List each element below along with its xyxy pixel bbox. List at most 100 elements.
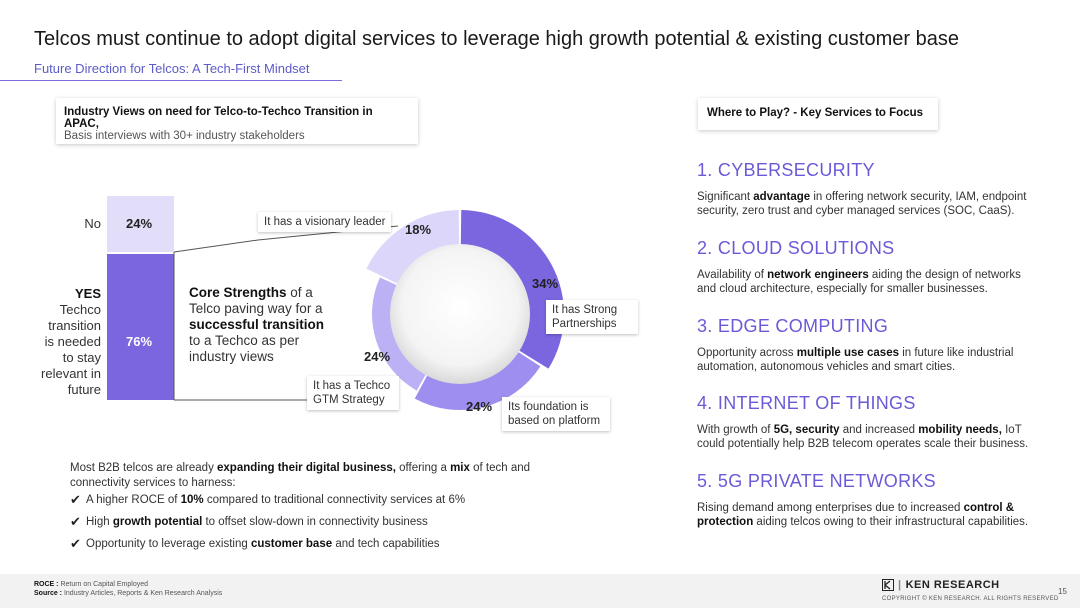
service-5-pre: Rising demand among enterprises due to i…: [697, 502, 964, 514]
source-text: Industry Articles, Reports & Ken Researc…: [62, 590, 223, 597]
footnote-roce: ROCE : Return on Capital Employed: [34, 580, 148, 589]
service-title: 1. CYBERSECURITY: [697, 160, 875, 180]
summary-item-text: A higher ROCE of 10% compared to traditi…: [86, 494, 465, 506]
service-4-bold: 5G, security: [773, 424, 840, 436]
summary-intro-bold: expanding their digital business,: [217, 462, 396, 474]
slice-label-platform: 24%: [466, 399, 493, 414]
page-number: 15: [1058, 587, 1067, 596]
page-title: Telcos must continue to adopt digital se…: [34, 28, 959, 50]
logo-text: KEN RESEARCH: [905, 579, 1000, 591]
summary-item: ✔ High growth potential to offset slow-d…: [70, 514, 428, 530]
successful-transition-bold: successful transition: [189, 317, 325, 332]
service-2-post: aiding the design of networks and cloud …: [697, 269, 1021, 295]
service-3-bold: multiple use cases: [796, 347, 899, 359]
slice-visionary-leader: [366, 210, 460, 287]
bar-segment-no: 24%: [107, 196, 174, 252]
service-4-bold-2: mobility needs,: [918, 424, 1002, 436]
summary-item-2-bold: growth potential: [112, 516, 203, 528]
core-strengths-text-1: of a Telco paving way for a: [189, 285, 323, 316]
summary-item-3-bold: customer base: [250, 538, 333, 550]
core-strengths-bold: Core Strengths: [189, 285, 287, 300]
source-label: Source :: [34, 590, 63, 597]
summary-item-2-post: to offset slow-down in connectivity busi…: [202, 516, 428, 528]
summary-item-3-post: and tech capabilities: [332, 538, 440, 550]
ken-logo-icon: [882, 579, 894, 591]
service-2-pre: Availability of: [697, 269, 768, 281]
yes-label: YES Techco transition is needed to stay …: [36, 286, 101, 398]
callout-techco-gtm: It has a Techco GTM Strategy: [307, 376, 399, 410]
service-description: Opportunity across multiple use cases in…: [697, 346, 1042, 374]
summary-item-3-pre: Opportunity to leverage existing: [86, 538, 251, 550]
yes-description: Techco transition is needed to stay rele…: [41, 302, 101, 397]
callout-strong-partnerships: It has Strong Partnerships: [546, 300, 638, 334]
summary-intro-post: of tech and connectivity services to har…: [70, 462, 531, 489]
summary-item: ✔ Opportunity to leverage existing custo…: [70, 536, 440, 552]
service-internet-of-things: 4. INTERNET OF THINGS With growth of 5G,…: [697, 393, 1042, 451]
check-icon: ✔: [70, 514, 81, 529]
donut-hole: [390, 244, 530, 384]
service-4-mid: and increased: [839, 424, 919, 436]
bar-no-value: 24%: [126, 216, 153, 231]
service-1-post: in offering network security, IAM, endpo…: [697, 191, 1027, 217]
footnote-source: Source : Industry Articles, Reports & Ke…: [34, 589, 222, 598]
slice-label-gtm: 24%: [364, 349, 391, 364]
summary-intro-pre: Most B2B telcos are already: [70, 462, 218, 474]
service-5-post: aiding telcos owing to their infrastruct…: [753, 516, 1029, 528]
footer: ROCE : Return on Capital Employed Source…: [0, 574, 1080, 608]
summary-intro-bold-mix: mix: [450, 462, 470, 474]
industry-views-card: Industry Views on need for Telco-to-Tech…: [56, 98, 418, 144]
key-services-title: Where to Play? - Key Services to Focus: [707, 107, 924, 119]
bar-segment-yes: 76%: [107, 254, 174, 400]
summary-item-1-pre: A higher ROCE of: [86, 494, 181, 506]
service-title: 5. 5G PRIVATE NETWORKS: [697, 471, 936, 491]
service-4-pre: With growth of: [697, 424, 774, 436]
slice-label-leader: 18%: [405, 222, 432, 237]
service-1-pre: Significant: [697, 191, 754, 203]
service-title: 4. INTERNET OF THINGS: [697, 393, 916, 413]
subtitle-divider: [0, 80, 342, 81]
copyright-notice: COPYRIGHT © KEN RESEARCH. ALL RIGHTS RES…: [882, 596, 1059, 602]
core-strengths-text: Core Strengths of a Telco paving way for…: [189, 285, 337, 365]
service-3-pre: Opportunity across: [697, 347, 797, 359]
slice-label-partnerships: 34%: [532, 276, 559, 291]
check-icon: ✔: [70, 536, 81, 551]
service-cloud-solutions: 2. CLOUD SOLUTIONS Availability of netwo…: [697, 238, 1042, 296]
service-5g-private-networks: 5. 5G PRIVATE NETWORKS Rising demand amo…: [697, 471, 1042, 529]
summary-item-2-pre: High: [86, 516, 113, 528]
service-5-bold: control & protection: [697, 502, 1015, 528]
summary-item: ✔ A higher ROCE of 10% compared to tradi…: [70, 492, 465, 508]
ken-research-logo: | KEN RESEARCH: [882, 579, 1000, 591]
callout-visionary-leader: It has a visionary leader: [258, 212, 392, 232]
industry-views-subtitle: Basis interviews with 30+ industry stake…: [64, 130, 305, 142]
service-description: Significant advantage in offering networ…: [697, 190, 1042, 218]
summary-item-1-bold: 10%: [180, 494, 204, 506]
service-2-bold: network engineers: [767, 269, 869, 281]
core-strengths-text-2: to a Techco as per industry views: [189, 333, 300, 364]
summary-intro: Most B2B telcos are already expanding th…: [70, 461, 550, 491]
core-strengths-donut-chart: [366, 210, 564, 410]
service-edge-computing: 3. EDGE COMPUTING Opportunity across mul…: [697, 316, 1042, 374]
key-services-card: Where to Play? - Key Services to Focus: [698, 98, 938, 130]
service-title: 3. EDGE COMPUTING: [697, 316, 889, 336]
summary-item-1-post: compared to traditional connectivity ser…: [203, 494, 466, 506]
service-title: 2. CLOUD SOLUTIONS: [697, 238, 895, 258]
roce-label: ROCE :: [34, 581, 59, 588]
service-4-post: IoT could potentially help B2B telecom o…: [697, 424, 1029, 450]
yes-heading: YES: [74, 286, 101, 301]
service-3-post: in future like industrial automation, au…: [697, 347, 1014, 373]
summary-intro-mid: offering a: [395, 462, 451, 474]
summary-item-text: Opportunity to leverage existing custome…: [86, 538, 440, 550]
service-description: Availability of network engineers aiding…: [697, 268, 1042, 296]
roce-text: Return on Capital Employed: [58, 581, 148, 588]
service-description: With growth of 5G, security and increase…: [697, 423, 1042, 451]
bar-yes-value: 76%: [126, 334, 153, 349]
service-cybersecurity: 1. CYBERSECURITY Significant advantage i…: [697, 160, 1042, 218]
industry-views-title: Industry Views on need for Telco-to-Tech…: [64, 106, 373, 130]
check-icon: ✔: [70, 492, 81, 507]
service-1-bold: advantage: [753, 191, 811, 203]
page-subtitle: Future Direction for Telcos: A Tech-Firs…: [34, 61, 310, 76]
callout-foundation-platform: Its foundation is based on platform: [502, 397, 610, 431]
logo-divider: |: [898, 579, 902, 591]
service-description: Rising demand among enterprises due to i…: [697, 501, 1042, 529]
no-label: No: [84, 216, 101, 231]
